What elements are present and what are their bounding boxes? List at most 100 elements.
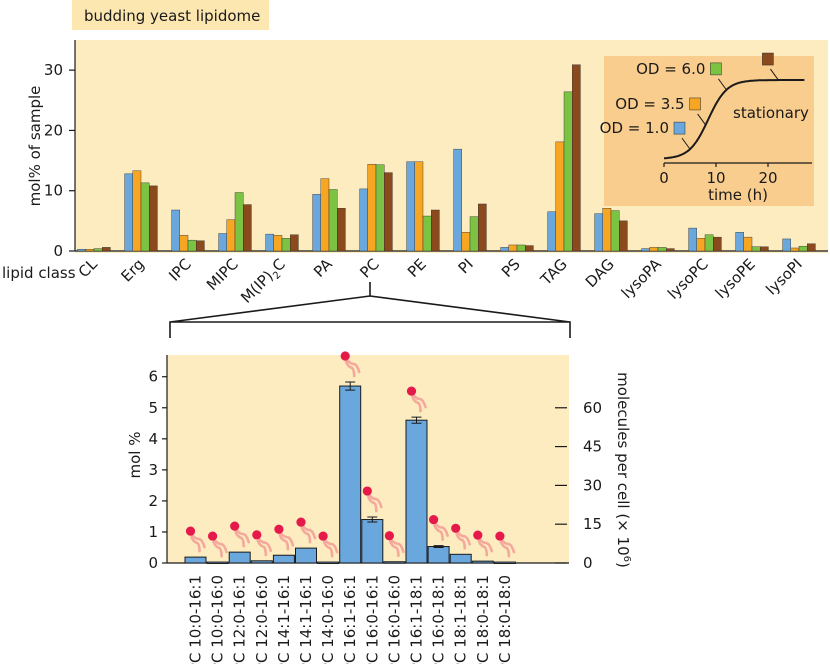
pc-x-tick-labels: PC 10:0-16:1 PC 10:0-16:0 PC 12:0-16:1 PC 1… [187, 575, 514, 664]
marker-swatch [710, 62, 722, 76]
lipid-tail [256, 539, 268, 557]
lipid-tail [412, 393, 427, 409]
lipidome-chart: budding yeast lipidome 0 10 20 30 mol% of s… [2, 0, 828, 307]
bar-od35 [508, 244, 518, 252]
pc-x-tick-label: PC 16:1-16:1 [341, 575, 359, 664]
lipid-tail [499, 540, 511, 558]
bar-stationary [290, 234, 299, 252]
lipid-head [252, 530, 262, 540]
x-tick-label: CL [75, 255, 101, 281]
bar-stationary [148, 185, 158, 252]
pc-bar [206, 561, 229, 564]
pc-x-tick-label: PC 10:0-16:1 [187, 575, 205, 664]
bar-stationary [807, 243, 816, 252]
inset-markers: OD = 1.0 OD = 3.5 OD = 6.0 stationary [600, 52, 809, 150]
bar-stationary [384, 172, 393, 252]
bar-od1 [547, 211, 556, 252]
pc-bar [493, 561, 516, 564]
error-bar [433, 545, 444, 548]
bar-stationary [760, 246, 769, 252]
x-tick-label: Erg [117, 255, 147, 285]
marker-label: OD = 6.0 [636, 60, 705, 78]
lipid-head [185, 526, 196, 536]
x-axis-label: lipid class [2, 264, 76, 282]
lipid-tail [434, 522, 449, 537]
pc-x-tick-label: PC 16:0-16:1 [363, 575, 381, 664]
lipid-tail [455, 533, 466, 550]
lipid-tail [279, 531, 295, 547]
pc-x-tick-label: PC 18:1-18:1 [452, 575, 470, 664]
lipid-head [340, 351, 350, 361]
left-tick-label: 2 [148, 492, 158, 510]
right-tick-label: 15 [583, 515, 602, 533]
pc-x-tick-label: PC 16:1-18:1 [408, 575, 426, 664]
bar-od35 [414, 161, 424, 252]
bar-od6 [657, 247, 667, 252]
pc-x-tick-label: PC 18:0-18:1 [474, 575, 492, 664]
y-tick-label: 30 [44, 61, 63, 79]
inset-ticks: 0 10 20 [659, 163, 778, 187]
right-tick-label: 30 [583, 476, 602, 494]
x-tick-label: lysoPI [762, 255, 805, 298]
right-y-axis: 0 15 30 45 60 [555, 399, 602, 572]
left-tick-label: 3 [148, 461, 158, 479]
bar-od6 [140, 182, 150, 252]
x-tick-label: PE [404, 255, 430, 281]
bar-od35 [696, 238, 706, 252]
growth-curve-inset: 0 10 20 time (h) OD = 1.0 OD = 3.5 OD = 6.0 s… [600, 52, 814, 206]
error-bar [345, 381, 356, 391]
bar-od35 [555, 141, 565, 252]
pc-x-tick-label: PC 18:0-18:0 [496, 575, 514, 664]
bar-od35 [461, 232, 471, 252]
y-tick-label: 0 [53, 242, 63, 260]
title-background [72, 0, 269, 30]
marker-swatch [762, 52, 774, 66]
bar-od6 [469, 216, 479, 252]
lipid-tail [278, 533, 290, 551]
y-axis-label: mol% of sample [26, 86, 44, 207]
pc-bar [317, 561, 340, 564]
pc-bar [449, 553, 472, 564]
bar-series [77, 64, 816, 252]
lipid-tail [411, 395, 422, 413]
x-tick-label: DAG [582, 255, 618, 291]
bar-od6 [234, 192, 244, 252]
pc-bar [228, 551, 251, 564]
bar-od6 [751, 246, 761, 252]
inset-x-label: time (h) [708, 186, 768, 204]
pc-bar [339, 385, 362, 564]
pc-bar [361, 519, 384, 564]
bar-od35 [367, 163, 377, 252]
lipid-head [230, 521, 240, 531]
lipid-tail [322, 540, 334, 558]
lipid-tail [477, 539, 489, 557]
x-tick-label: lysoPA [618, 255, 665, 302]
pc-bar [250, 560, 273, 564]
zoom-bracket [169, 282, 571, 338]
bar-stationary [572, 64, 581, 252]
bar-od35 [179, 235, 189, 252]
y-tick-label: 20 [44, 121, 63, 139]
lipid-head [208, 531, 218, 541]
right-tick-label: 0 [583, 554, 593, 572]
bar-od1 [782, 238, 791, 252]
pc-bar [295, 547, 317, 564]
tick-part: M(IP) [237, 267, 277, 307]
bar-od6 [798, 245, 808, 252]
bar-stationary [478, 203, 487, 252]
bar-od6 [563, 91, 573, 252]
bar-od1 [594, 213, 603, 252]
lipid-head [451, 523, 461, 533]
y-tick-label: 10 [44, 182, 63, 200]
lipid-tail [191, 533, 206, 549]
lipid-head [274, 524, 284, 534]
bar-stationary [101, 247, 111, 252]
bar-od1 [77, 248, 86, 252]
lipid-tail [234, 530, 245, 548]
lipid-tail [500, 538, 516, 554]
pc-bars [184, 351, 516, 564]
inset-tick-label: 0 [659, 169, 669, 187]
lipid-tail [213, 538, 228, 554]
bar-od1 [735, 232, 744, 252]
